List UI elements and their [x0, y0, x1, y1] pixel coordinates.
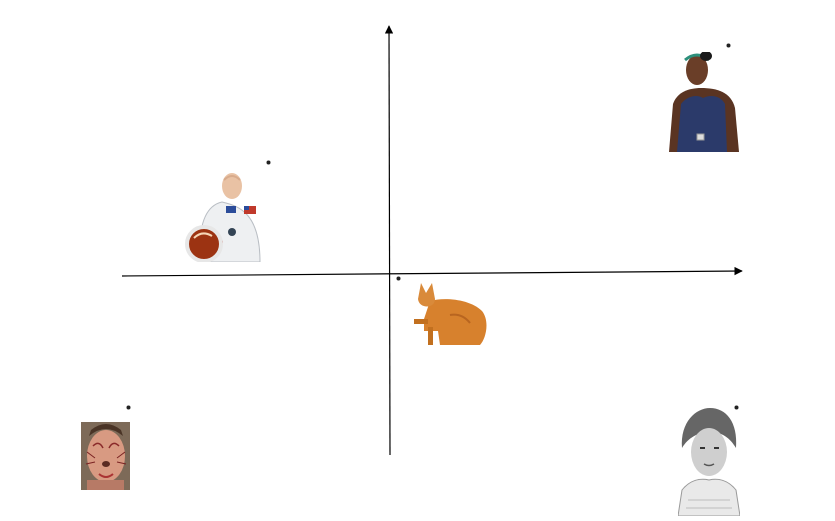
cat-icon [410, 279, 488, 349]
astronaut-icon [182, 168, 262, 263]
y-axis [384, 25, 394, 456]
x-axis [121, 266, 743, 277]
tennis-player-icon [667, 51, 739, 152]
marker-face-paint-man [126, 405, 131, 410]
scientist-portrait-icon [677, 408, 741, 517]
marker-astronaut [266, 160, 271, 165]
marker-cat [396, 276, 401, 281]
marker-scientist [734, 405, 739, 410]
face-paint-man-icon [81, 422, 130, 490]
marker-tennis-player [726, 43, 731, 48]
